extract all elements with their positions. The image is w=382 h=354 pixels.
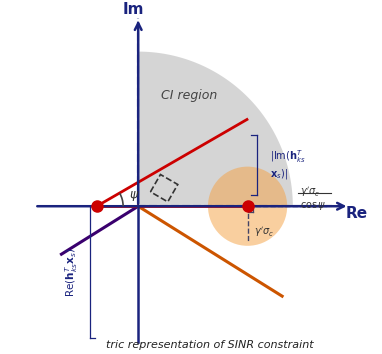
Circle shape xyxy=(208,167,287,246)
Text: $\mathrm{Re}(\mathbf{h}_{ks}^T\mathbf{x}_s)$: $\mathrm{Re}(\mathbf{h}_{ks}^T\mathbf{x}… xyxy=(63,247,80,297)
Text: $|\mathrm{Im}(\mathbf{h}_{ks}^T$
$\mathbf{x}_s)|$: $|\mathrm{Im}(\mathbf{h}_{ks}^T$ $\mathb… xyxy=(270,148,306,181)
Text: Im: Im xyxy=(123,2,145,17)
Text: CI region: CI region xyxy=(161,89,217,102)
Polygon shape xyxy=(138,52,293,206)
Text: tric representation of SINR constraint: tric representation of SINR constraint xyxy=(106,339,314,349)
Text: Re: Re xyxy=(346,206,368,222)
Text: $\psi$: $\psi$ xyxy=(129,189,139,203)
Text: $\gamma'\sigma_c$: $\gamma'\sigma_c$ xyxy=(254,226,274,239)
Text: $\gamma'\sigma_c$
$\cos\psi$: $\gamma'\sigma_c$ $\cos\psi$ xyxy=(300,185,327,212)
